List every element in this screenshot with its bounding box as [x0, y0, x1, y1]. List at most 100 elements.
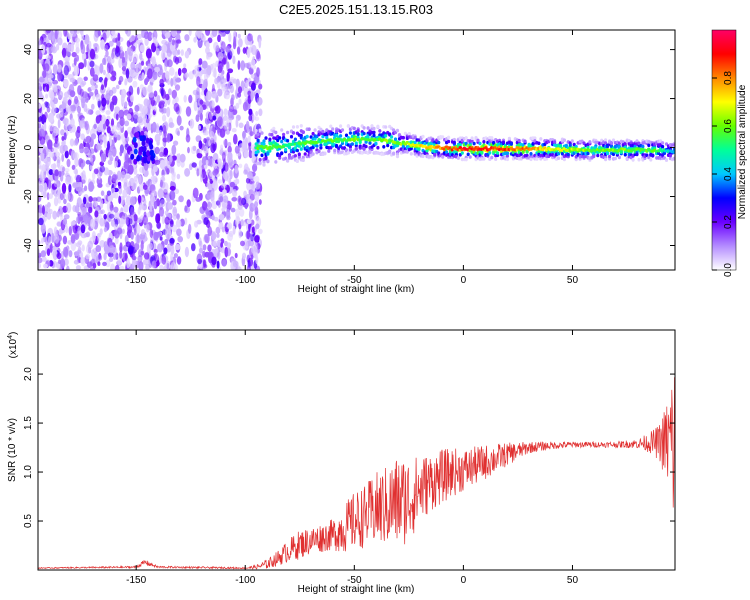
heatmap-cell: [163, 247, 168, 255]
heatmap-cell: [166, 59, 173, 68]
chart-title: C2E5.2025.151.13.15.R03: [279, 2, 433, 17]
heatmap-cell: [212, 240, 218, 247]
heatmap-cell: [235, 102, 240, 109]
heatmap-cell: [181, 67, 187, 74]
heatmap-cell: [169, 190, 176, 201]
heatmap-cell: [97, 254, 103, 261]
heatmap-cell: [121, 228, 125, 234]
heatmap-cell: [125, 216, 130, 226]
heatmap-cell: [231, 94, 235, 101]
heatmap-cell: [202, 244, 207, 251]
heatmap-cell: [147, 68, 153, 80]
heatmap-cell: [562, 157, 567, 162]
heatmap-cell: [132, 182, 137, 190]
heatmap-cell: [43, 122, 47, 132]
heatmap-cell: [227, 232, 234, 242]
heatmap-cell: [401, 145, 405, 149]
heatmap-cell: [270, 146, 274, 150]
heatmap-cell: [222, 151, 226, 162]
heatmap-cell: [517, 138, 521, 143]
heatmap-cell: [110, 118, 115, 127]
x-tick-label: 0: [461, 275, 467, 286]
heatmap-cell: [103, 123, 107, 130]
heatmap-cell: [570, 139, 574, 143]
heatmap-cell: [213, 67, 217, 79]
heatmap-cell: [204, 100, 210, 107]
heatmap-cell: [173, 102, 180, 112]
heatmap-cell: [545, 157, 549, 161]
y-tick-label: 0.5: [23, 514, 34, 528]
heatmap-cell: [140, 60, 145, 66]
heatmap-cell: [362, 126, 366, 130]
heatmap-cell: [102, 261, 107, 267]
heatmap-cell: [56, 156, 61, 164]
heatmap-cell: [86, 261, 93, 269]
heatmap-cell: [260, 153, 264, 158]
heatmap-cell: [228, 105, 234, 113]
snr-frame: [37, 329, 676, 571]
heatmap-cell: [149, 229, 154, 238]
heatmap-cell: [92, 197, 98, 202]
heatmap-cell: [140, 229, 146, 235]
heatmap-cell: [148, 92, 154, 98]
heatmap-cell: [217, 161, 224, 170]
heatmap-cell: [169, 237, 175, 244]
heatmap-cell: [344, 133, 349, 138]
heatmap-cell: [223, 139, 228, 147]
heatmap-cell: [70, 220, 76, 226]
heatmap-cell: [137, 116, 143, 124]
heatmap-cell: [159, 151, 164, 157]
heatmap-cell: [48, 179, 52, 190]
heatmap-cell: [219, 79, 226, 87]
heatmap-cell: [136, 155, 141, 162]
heatmap-cell: [109, 257, 114, 263]
heatmap-cell: [217, 116, 223, 127]
heatmap-cell: [672, 143, 675, 147]
heatmap-cell: [50, 90, 55, 101]
heatmap-cell: [92, 74, 99, 82]
heatmap-cell: [496, 151, 500, 155]
heatmap-cell: [62, 217, 68, 226]
heatmap-cell: [144, 78, 149, 86]
heatmap-cell: [183, 95, 187, 103]
heatmap-cell: [301, 144, 305, 148]
heatmap-cell: [40, 223, 46, 234]
heatmap-cell: [134, 104, 140, 112]
heatmap-cell: [291, 125, 296, 129]
heatmap-cell: [140, 130, 145, 137]
heatmap-cell: [46, 83, 50, 92]
heatmap-cell: [672, 156, 675, 161]
heatmap-cell: [254, 129, 258, 133]
heatmap-cell: [368, 141, 372, 145]
top-x-ticks: -150 -100 -50 0 50: [126, 30, 578, 286]
heatmap-cell: [257, 228, 263, 235]
heatmap-cell: [77, 240, 83, 246]
y-tick-label: -20: [23, 189, 34, 204]
heatmap-cell: [364, 140, 368, 144]
heatmap-cell: [47, 202, 51, 208]
heatmap-cell: [153, 106, 157, 112]
heatmap-ridge: [254, 124, 675, 167]
heatmap-cell: [126, 30, 131, 37]
heatmap-cell: [348, 145, 352, 149]
heatmap-cell: [295, 159, 299, 163]
heatmap-cell: [280, 139, 284, 144]
heatmap-cell: [88, 196, 93, 202]
heatmap-cell: [132, 72, 138, 80]
heatmap-cell: [395, 128, 400, 133]
heatmap-cell: [256, 67, 260, 78]
heatmap-cell: [124, 78, 128, 86]
heatmap-cell: [217, 179, 223, 184]
heatmap-cell: [226, 61, 230, 72]
heatmap-cell: [218, 214, 225, 221]
heatmap-cell: [198, 247, 204, 254]
heatmap-cell: [635, 152, 639, 157]
heatmap-cell: [249, 125, 253, 136]
heatmap-cell: [58, 166, 63, 173]
heatmap-cell: [84, 34, 90, 45]
heatmap-cell: [272, 126, 276, 131]
heatmap-cell: [166, 133, 171, 143]
heatmap-cell: [74, 37, 80, 43]
heatmap-cell: [421, 154, 425, 159]
heatmap-cell: [233, 36, 237, 47]
